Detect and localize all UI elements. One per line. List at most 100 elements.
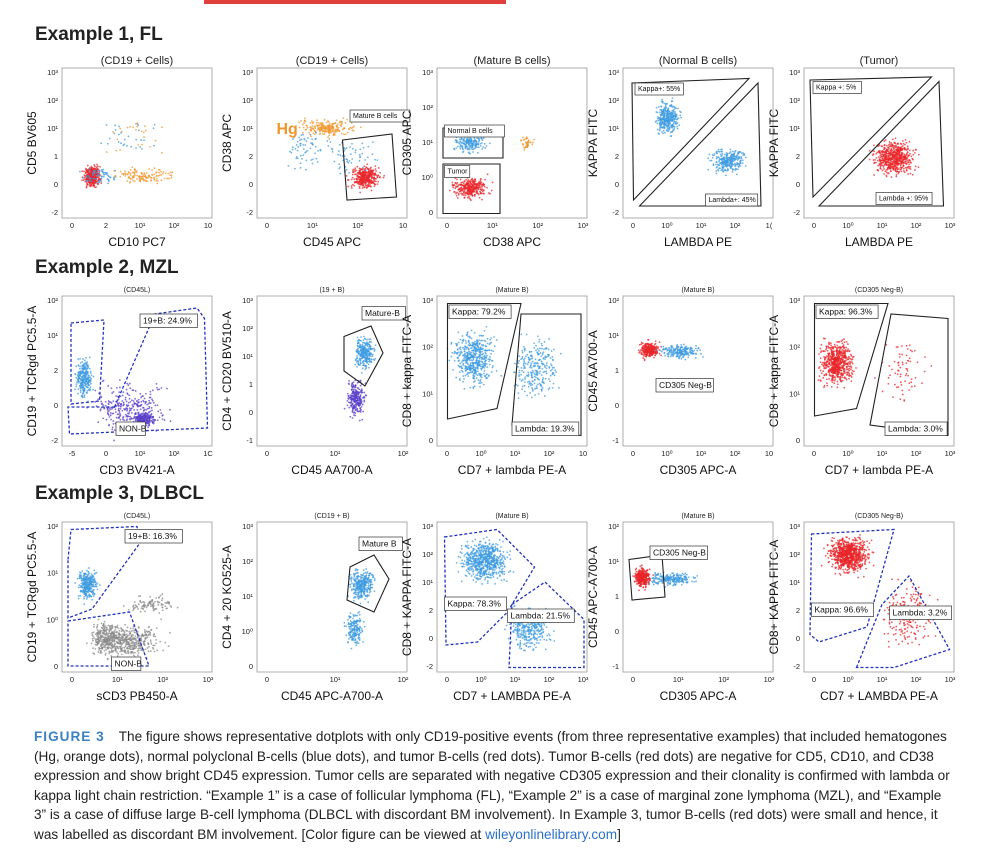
x-tick-label: 10¹ [330, 449, 341, 458]
gate-label: Mature B cells [353, 113, 398, 120]
gate-label-box [361, 306, 406, 321]
dotplot-1-2: (CD19 + Cells) Mature B cells Hg 10³ 10² 10¹ 2… [217, 55, 411, 268]
x-tick-label: 10² [157, 675, 168, 684]
y-tick-label: 10² [422, 550, 433, 559]
x-tick-label: 10³ [945, 449, 956, 458]
dotplot-svg: (CD45L) 19+B: 24.9% NON-B 10² 10¹ 2 0 -2 -5 0 10¹ 1… [25, 287, 213, 477]
x-tick-label: 0 [104, 449, 108, 458]
plot-title: (CD45L) [124, 513, 150, 520]
event-dots [343, 568, 376, 650]
caption-link[interactable]: wileyonlinelibrary.com [485, 826, 618, 842]
event-dots [446, 325, 562, 400]
x-axis-label: CD45 AA700-A [291, 463, 372, 477]
gate-label-box [655, 378, 714, 393]
y-tick-label: 10² [47, 296, 58, 305]
plot-title: (Mature B) [681, 287, 714, 294]
x-tick-label: 10¹ [135, 221, 146, 230]
y-tick-label: 10¹ [422, 138, 433, 147]
x-tick-label: 10³ [578, 675, 589, 684]
y-tick-label: 0 [429, 634, 433, 643]
plot-title: (CD45L) [124, 287, 150, 294]
y-tick-label: 0 [615, 180, 619, 189]
x-axis-label: CD7 + lambda PE-A [825, 463, 933, 477]
x-tick-label: 10¹ [135, 449, 146, 458]
gate-outline [70, 319, 105, 405]
gate-outline [869, 313, 949, 437]
y-tick-label: 0 [54, 401, 58, 410]
x-tick-label: 10² [718, 675, 729, 684]
gate-outline [508, 581, 585, 669]
y-tick-label: 10¹ [608, 124, 619, 133]
y-tick-label: 10³ [422, 296, 433, 305]
y-tick-label: 2 [54, 366, 58, 375]
y-tick-label: 0 [429, 436, 433, 445]
event-dots [79, 122, 174, 189]
y-axis-label: CD45 AA700-A [586, 330, 600, 411]
x-tick-label: 10³ [945, 221, 956, 230]
y-tick-label: 10³ [608, 68, 619, 77]
dotplot-svg: (CD19 + Cells) Mature B cells Hg 10³ 10² 10¹ 2… [220, 55, 411, 249]
x-axis-label: LAMBDA PE [664, 235, 732, 249]
x-tick-label: 10⁰ [475, 449, 486, 458]
plot-title: (19 + B) [319, 287, 344, 294]
x-axis-label: LAMBDA PE [845, 235, 913, 249]
y-axis-label: KAPPA FITC [767, 108, 781, 177]
x-tick-label: 10¹ [330, 675, 341, 684]
plot-title: (CD305 Neg-B) [855, 287, 903, 294]
gate-label-box [444, 596, 507, 611]
x-tick-label: 0 [445, 221, 449, 230]
x-tick-label: 0 [70, 675, 74, 684]
y-tick-label: 10³ [422, 68, 433, 77]
dotplot-svg: (Mature B) Kappa: 78.3% Lambda: 21.5% 10³ 10… [400, 513, 589, 703]
caption-end: ] [617, 826, 621, 842]
gate-label: Lambda: 3.2% [893, 608, 948, 618]
example-1-title: Example 1, FL [35, 24, 163, 45]
event-dots [820, 533, 939, 648]
x-axis-label: CD38 APC [483, 235, 541, 249]
plot-title: (Mature B) [495, 513, 528, 520]
y-tick-label: 0 [249, 408, 253, 417]
event-dots [343, 335, 377, 422]
gate-label: Mature-B [365, 308, 400, 318]
plot-frame [256, 295, 408, 447]
y-tick-label: 10² [608, 96, 619, 105]
x-axis-label: CD7 + LAMBDA PE-A [453, 689, 571, 703]
event-dots [448, 132, 535, 202]
y-tick-label: 10² [789, 343, 800, 352]
gate-label-box [111, 656, 142, 671]
event-dots [637, 338, 704, 362]
x-tick-label: 10 [399, 221, 407, 230]
y-tick-label: -1 [246, 436, 253, 445]
y-tick-label: 10⁰ [47, 615, 58, 624]
y-axis-label: CD8 + kappa FITC-A [400, 315, 414, 427]
y-tick-label: 10³ [789, 522, 800, 531]
x-axis-label: CD45 APC-A700-A [281, 689, 383, 703]
y-tick-label: -2 [51, 436, 58, 445]
gate-label-box [349, 109, 411, 123]
dotplot-svg: (Mature B cells) Normal B cells Tumor 10³ 10… [400, 55, 589, 249]
y-tick-label: 10³ [242, 68, 253, 77]
x-axis-label: CD305 APC-A [660, 689, 737, 703]
x-tick-label: 0 [265, 449, 269, 458]
y-axis-label: CD19 + TCRgd PC5.5-A [25, 532, 39, 663]
plot-title: (CD19 + B) [314, 513, 349, 520]
x-tick-label: 1( [766, 221, 773, 230]
dotplot-2-2: (19 + B) Mature-B 10³ 10² 10¹ 1 0 -1 0 10¹ 10² CD45… [217, 286, 409, 496]
gate-label: Kappa: 96.6% [815, 605, 869, 615]
x-tick-label: 0 [445, 675, 449, 684]
gate-label: Kappa: 96.3% [819, 307, 873, 317]
gate-outline [855, 574, 951, 669]
y-axis-label: CD8 + kappa FITC-A [767, 315, 781, 427]
plot-frame [436, 521, 588, 673]
gate-outline [446, 302, 522, 420]
gate-outline [346, 554, 390, 613]
y-tick-label: 10¹ [422, 578, 433, 587]
x-axis-label: CD3 BV421-A [99, 463, 174, 477]
x-tick-label: 10⁰ [842, 675, 853, 684]
x-tick-label: 0 [631, 675, 635, 684]
gate-label: Lambda: 19.3% [515, 424, 575, 434]
caption-label: FIGURE 3 [34, 729, 105, 744]
gate-label-box [634, 82, 684, 96]
dotplot-svg: (Mature B) CD305 Neg-B 10² 10¹ 1 0 -1 0 10¹ 10² 10… [586, 513, 775, 703]
gate-outline [343, 325, 384, 387]
